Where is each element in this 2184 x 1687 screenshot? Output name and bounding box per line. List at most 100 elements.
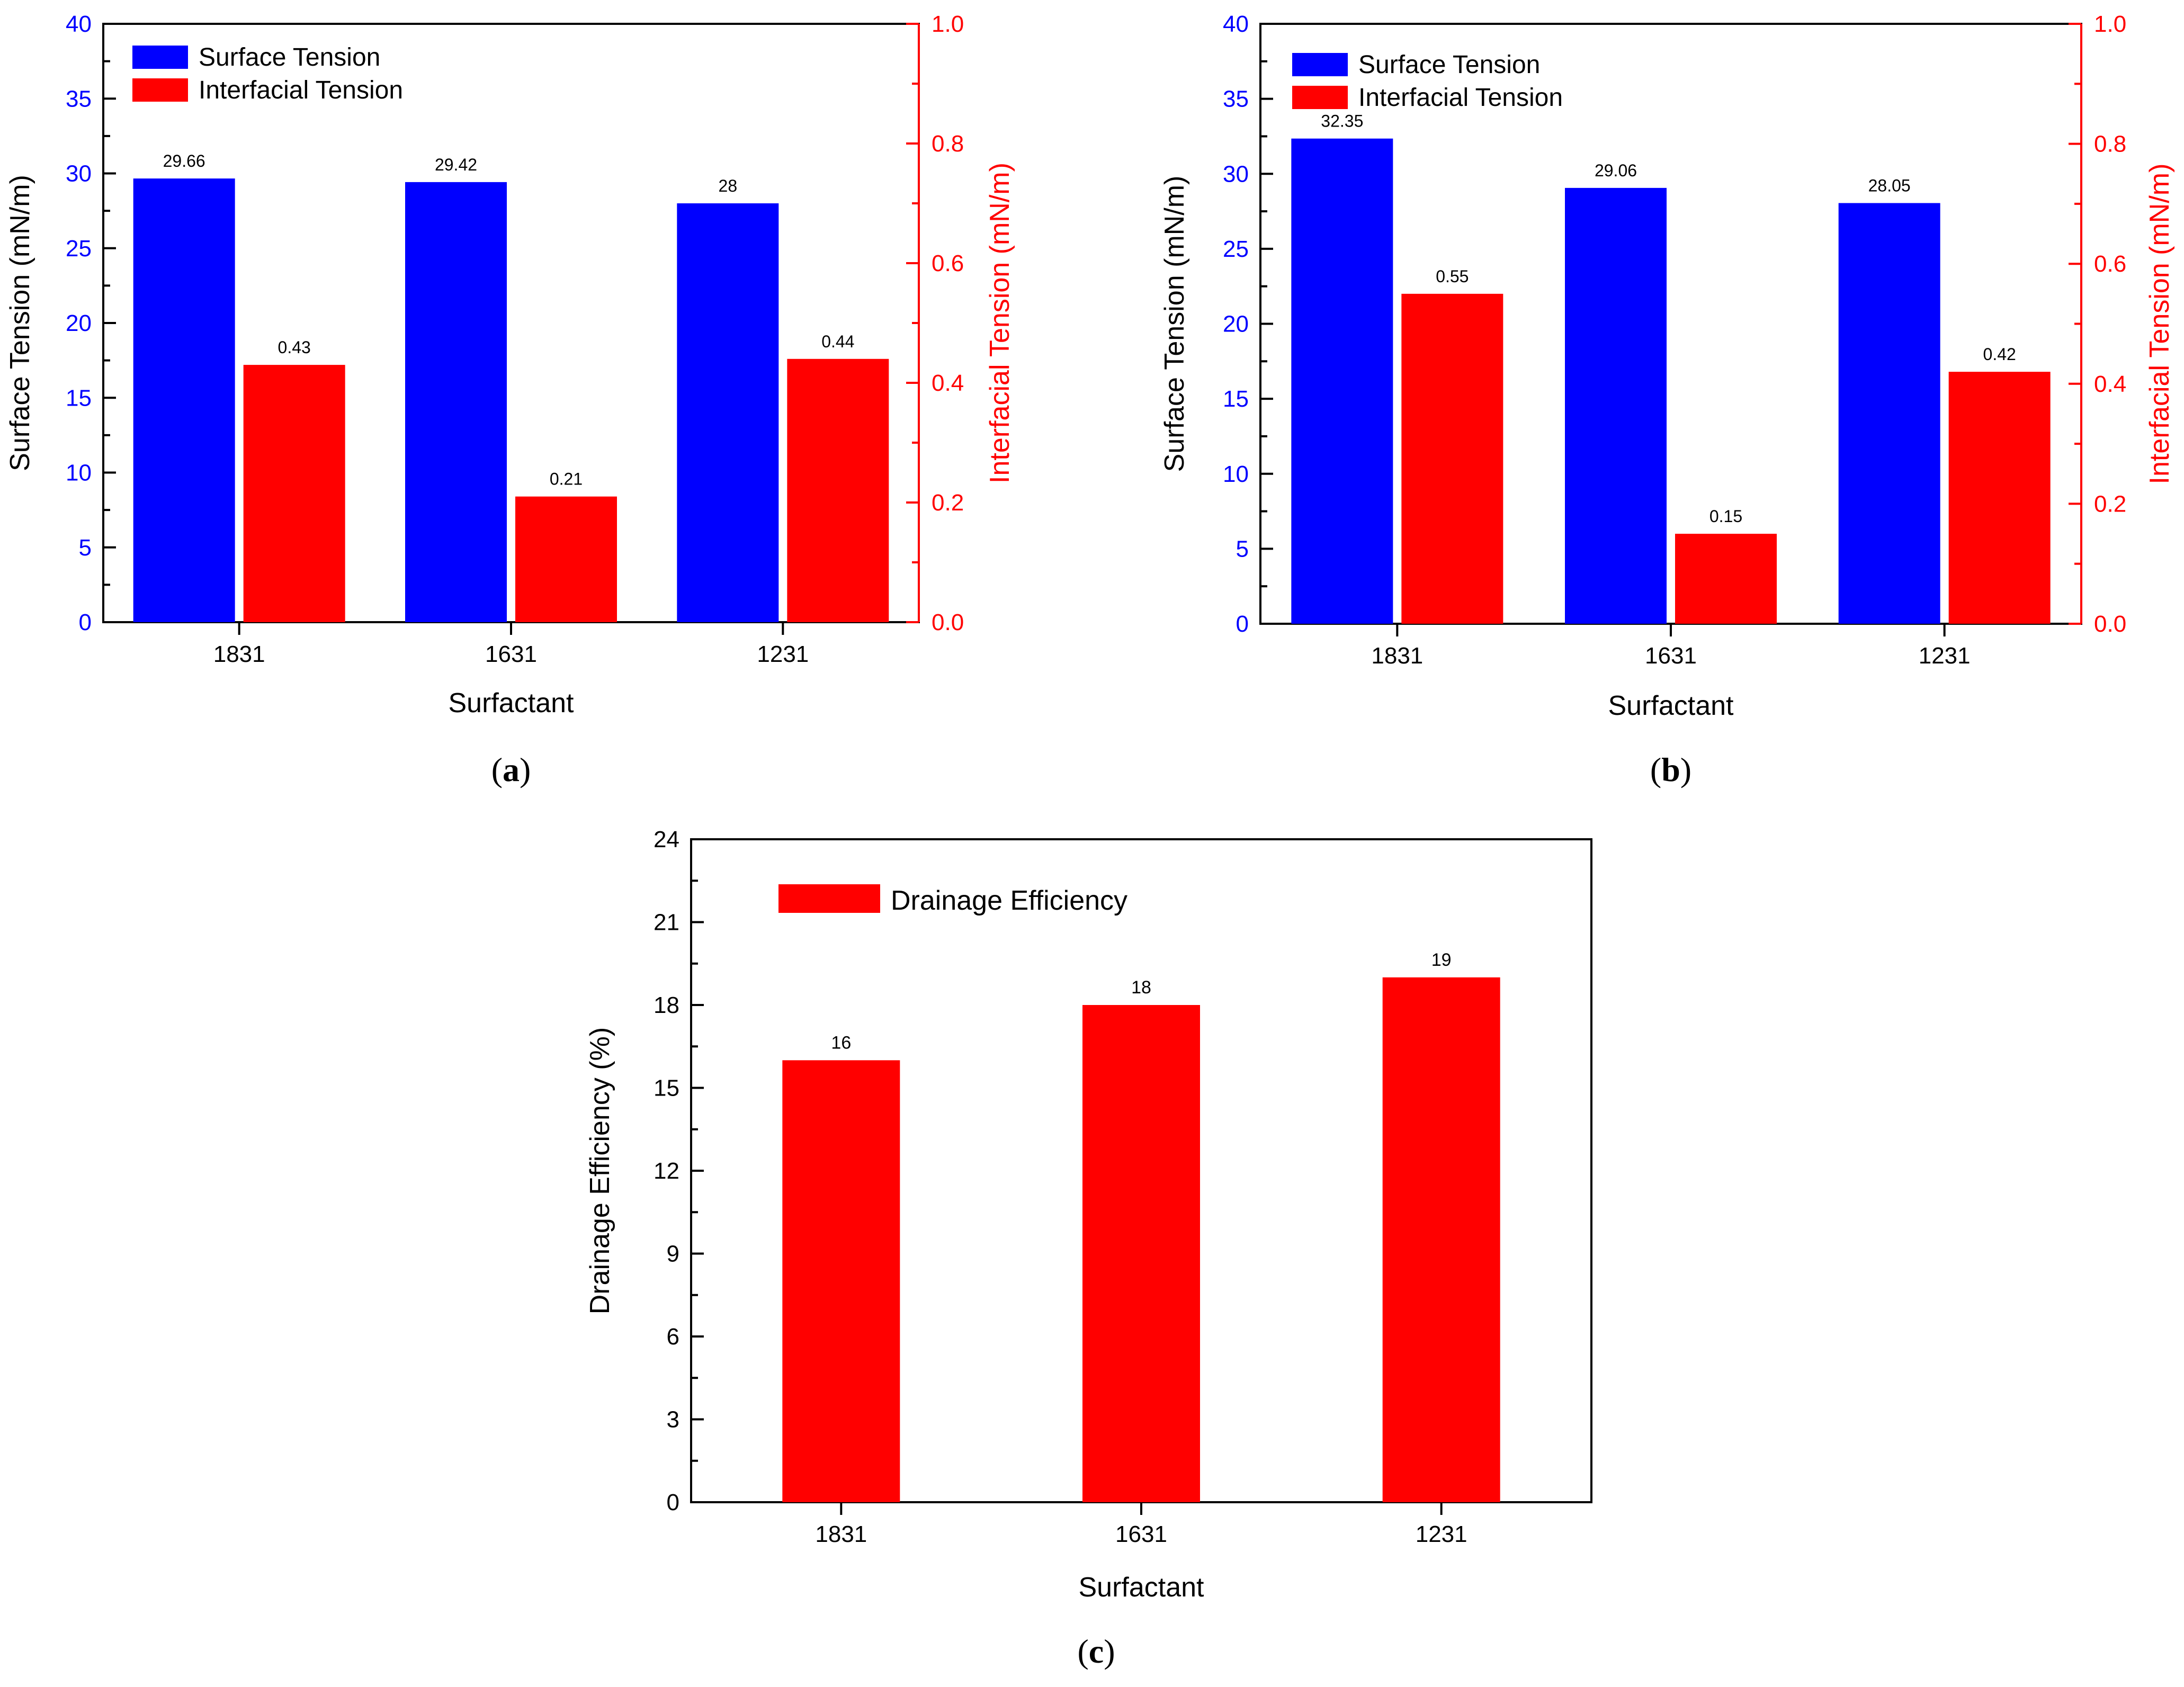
left-tick-label: 5 xyxy=(79,535,92,561)
data-label: 32.35 xyxy=(1321,112,1363,131)
x-tick-label: 1831 xyxy=(213,641,265,667)
x-tick-label: 1831 xyxy=(815,1521,867,1547)
data-label: 0.55 xyxy=(1436,267,1469,286)
left-tick-label: 9 xyxy=(667,1241,679,1267)
left-tick-label: 40 xyxy=(1223,11,1249,37)
chart-c-svg: 0 3 6 9 12 15 18 21 24 1831 16 1631 18 1231 19 Drainage… xyxy=(585,827,1592,1670)
chart-b-svg: 0 5 10 15 20 25 30 35 40 0.0 0.2 0.4 0.6 0.8 1.0 1831 32… xyxy=(1159,11,2175,788)
x-tick-label: 1631 xyxy=(1115,1521,1167,1547)
left-tick-label: 18 xyxy=(654,992,679,1018)
right-tick-label: 1.0 xyxy=(2094,11,2126,37)
left-tick-label: 30 xyxy=(66,161,92,187)
caption-letter: c xyxy=(1089,1632,1104,1670)
right-tick-label: 0.0 xyxy=(932,609,964,635)
panel-caption: (a) xyxy=(491,751,531,788)
legend-swatch xyxy=(778,884,880,913)
left-tick-label: 3 xyxy=(667,1407,679,1433)
bar xyxy=(133,178,235,623)
right-tick-label: 0.2 xyxy=(932,490,964,516)
left-tick-label: 0 xyxy=(1236,611,1249,637)
legend-swatch xyxy=(132,78,188,102)
caption-close: ) xyxy=(1104,1632,1115,1670)
data-label: 18 xyxy=(1131,977,1151,998)
right-tick-label: 0.2 xyxy=(2094,491,2126,517)
bar xyxy=(515,496,617,622)
bar xyxy=(1291,138,1393,624)
left-tick-label: 15 xyxy=(1223,386,1249,412)
left-tick-label: 30 xyxy=(1223,161,1249,187)
caption-close: ) xyxy=(520,751,531,788)
bar xyxy=(1565,187,1667,624)
caption-open: ( xyxy=(1650,751,1661,788)
right-tick-label: 0.8 xyxy=(932,131,964,157)
left-tick-label: 10 xyxy=(1223,461,1249,487)
legend-label: Surface Tension xyxy=(1358,51,1540,79)
right-tick-label: 1.0 xyxy=(932,11,964,37)
left-tick-label: 24 xyxy=(654,827,679,853)
panel-caption: (b) xyxy=(1650,751,1691,788)
right-tick-label: 0.8 xyxy=(2094,131,2126,157)
legend-label: Interfacial Tension xyxy=(199,76,403,104)
left-tick-label: 25 xyxy=(66,236,92,262)
legend-label: Surface Tension xyxy=(199,43,380,71)
data-label: 29.06 xyxy=(1595,161,1637,180)
left-tick-label: 6 xyxy=(667,1324,679,1350)
right-tick-label: 0.0 xyxy=(2094,611,2126,637)
data-label: 0.42 xyxy=(1983,345,2016,364)
y-axis-label: Surface Tension (mN/m) xyxy=(1159,176,1190,472)
right-tick-label: 0.6 xyxy=(932,250,964,276)
bar xyxy=(1082,1005,1200,1502)
chart-a-svg: 0 5 10 15 20 25 30 35 40 0.0 0.2 0.4 0.6 0.8 1.0 1831 29… xyxy=(5,11,1015,788)
left-tick-label: 35 xyxy=(1223,86,1249,112)
data-label: 16 xyxy=(831,1033,851,1053)
left-tick-label: 40 xyxy=(66,11,92,37)
bar xyxy=(1838,203,1940,624)
data-label: 0.44 xyxy=(821,332,854,351)
x-tick-label: 1231 xyxy=(1919,643,1971,669)
bar xyxy=(1948,372,2051,624)
left-tick-label: 10 xyxy=(66,460,92,486)
legend-label: Drainage Efficiency xyxy=(891,885,1127,916)
panel-caption: (c) xyxy=(1077,1632,1115,1670)
left-tick-label: 20 xyxy=(1223,311,1249,337)
chart-panel-a: 0 5 10 15 20 25 30 35 40 0.0 0.2 0.4 0.6 0.8 1.0 1831 29… xyxy=(0,0,1102,797)
legend-label: Interfacial Tension xyxy=(1358,84,1563,112)
chart-panel-b: 0 5 10 15 20 25 30 35 40 0.0 0.2 0.4 0.6 0.8 1.0 1831 32… xyxy=(1107,0,2184,797)
bar xyxy=(787,358,889,622)
bar xyxy=(243,365,345,622)
x-tick-label: 1231 xyxy=(757,641,809,667)
left-tick-label: 20 xyxy=(66,310,92,336)
left-tick-label: 25 xyxy=(1223,236,1249,262)
chart-panel-c: 0 3 6 9 12 15 18 21 24 1831 16 1631 18 1231 19 Drainage… xyxy=(530,794,1695,1687)
left-tick-label: 0 xyxy=(79,609,92,635)
data-label: 28.05 xyxy=(1868,176,1911,195)
x-tick-label: 1831 xyxy=(1371,643,1423,669)
bar xyxy=(677,203,779,622)
data-label: 0.21 xyxy=(550,470,583,489)
x-tick-label: 1631 xyxy=(1645,643,1697,669)
data-label: 29.42 xyxy=(435,155,477,174)
right-tick-label: 0.4 xyxy=(2094,371,2126,397)
x-tick-label: 1631 xyxy=(485,641,537,667)
y-axis-label: Drainage Efficiency (%) xyxy=(585,1027,615,1314)
bar xyxy=(1382,977,1500,1502)
left-tick-label: 15 xyxy=(654,1075,679,1101)
left-tick-label: 15 xyxy=(66,385,92,411)
y-axis-label: Surface Tension (mN/m) xyxy=(5,175,35,471)
bar xyxy=(405,182,507,622)
left-tick-label: 35 xyxy=(66,86,92,112)
legend-swatch xyxy=(1292,86,1348,109)
caption-close: ) xyxy=(1680,751,1691,788)
caption-letter: a xyxy=(503,751,520,788)
data-label: 0.15 xyxy=(1709,507,1742,526)
left-tick-label: 0 xyxy=(667,1489,679,1515)
left-tick-label: 21 xyxy=(654,910,679,936)
left-tick-label: 5 xyxy=(1236,536,1249,562)
legend-swatch xyxy=(132,46,188,69)
right-axis-label: Interfacial Tension (mN/m) xyxy=(2144,164,2175,484)
bar xyxy=(782,1060,900,1502)
data-label: 29.66 xyxy=(163,151,205,171)
x-tick-label: 1231 xyxy=(1416,1521,1467,1547)
right-axis-label: Interfacial Tension (mN/m) xyxy=(984,163,1015,483)
data-label: 0.43 xyxy=(278,338,311,357)
